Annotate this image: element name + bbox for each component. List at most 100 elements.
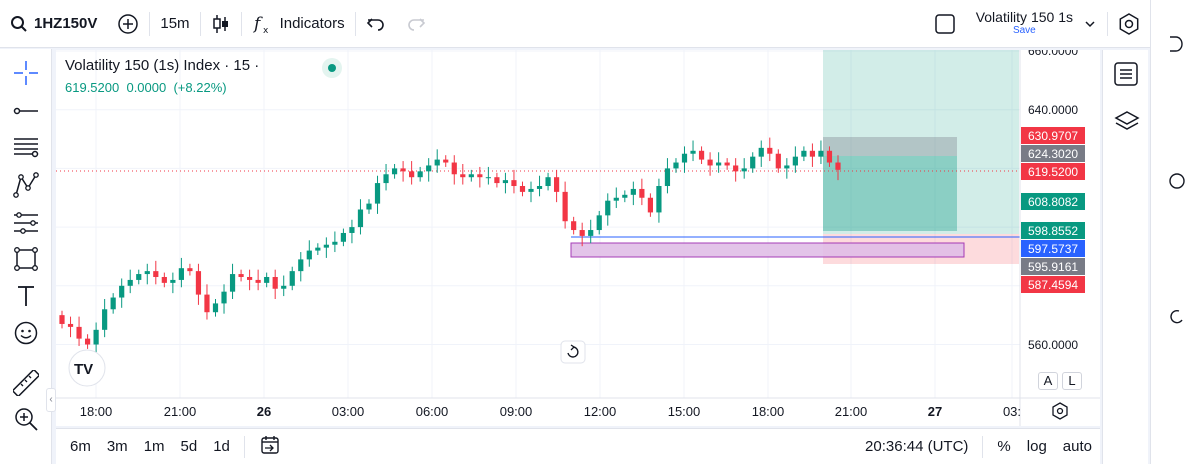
- redo-icon: [407, 17, 425, 31]
- system-side-strip: [1150, 0, 1200, 464]
- candle-body: [161, 276, 167, 283]
- auto-scale-button[interactable]: A: [1038, 372, 1058, 390]
- fullscreen-button[interactable]: [924, 0, 966, 48]
- ruler-icon: [13, 370, 39, 396]
- range-1d[interactable]: 1d: [213, 438, 230, 455]
- market-status-dot[interactable]: [322, 58, 342, 78]
- crosshair-tool[interactable]: [12, 59, 40, 87]
- svg-text:f: f: [252, 14, 263, 34]
- candle-body: [528, 188, 534, 192]
- redo-button[interactable]: [396, 0, 436, 48]
- candle-body: [818, 150, 824, 157]
- chart-type-button[interactable]: [201, 0, 241, 48]
- trend-line-tool[interactable]: [12, 97, 40, 125]
- goto-date-button[interactable]: [251, 435, 289, 459]
- log-scale-button[interactable]: L: [1062, 372, 1082, 390]
- candle-body: [110, 297, 116, 310]
- price-label: 597.5737: [1028, 242, 1078, 256]
- candle-body: [716, 162, 722, 166]
- drawing-toolbar: [0, 49, 52, 464]
- fib-lines-icon: [14, 138, 39, 158]
- candle-body: [400, 168, 406, 172]
- reset-chart-button[interactable]: [560, 340, 586, 364]
- object-tree-button[interactable]: [1114, 110, 1140, 139]
- pattern-tool[interactable]: [12, 171, 40, 199]
- candle-body: [306, 250, 312, 260]
- range-5d[interactable]: 5d: [180, 438, 198, 455]
- toolbar-divider: [354, 11, 356, 36]
- log-scale-toggle[interactable]: log: [1026, 438, 1047, 455]
- price-label: 619.5200: [1028, 165, 1078, 179]
- rotate-icon: [567, 346, 579, 358]
- time-label: 15:00: [668, 404, 701, 419]
- collapse-toolbar-button[interactable]: ‹: [46, 388, 56, 412]
- long-position-profit-zone[interactable]: [823, 50, 1019, 234]
- symbol-search-button[interactable]: 1HZ150V: [0, 0, 107, 48]
- circle-icon[interactable]: [1168, 172, 1186, 190]
- candle-body: [417, 171, 423, 178]
- candle-body: [562, 191, 568, 222]
- undo-icon: [366, 17, 384, 31]
- range-1m[interactable]: 1m: [143, 438, 165, 455]
- price-label: 624.3020: [1028, 147, 1078, 161]
- time-axis-settings-button[interactable]: [1052, 402, 1068, 420]
- candle-body: [383, 174, 389, 184]
- bracket-icon[interactable]: [1168, 35, 1184, 53]
- candle-body: [792, 156, 798, 166]
- svg-text:TV: TV: [74, 361, 93, 378]
- compare-symbol-button[interactable]: [107, 0, 149, 48]
- range-6m[interactable]: 6m: [70, 438, 91, 455]
- line-icon: [13, 107, 38, 115]
- candle-body: [477, 174, 483, 178]
- candle-body: [434, 159, 440, 166]
- undo-button[interactable]: [356, 0, 396, 48]
- shape-tool[interactable]: [12, 245, 40, 273]
- percent-scale-toggle[interactable]: %: [997, 438, 1011, 455]
- candle-body: [332, 241, 338, 245]
- tradingview-logo: TV: [68, 349, 106, 387]
- layout-menu-button[interactable]: Volatility 150 1s Save: [966, 0, 1107, 48]
- candle-body: [247, 276, 253, 280]
- settings-button[interactable]: [1108, 0, 1150, 48]
- crosshair-icon: [14, 61, 38, 85]
- text-tool[interactable]: [12, 282, 40, 310]
- auto-scale-toggle[interactable]: auto: [1062, 438, 1092, 455]
- candle-body: [784, 165, 790, 169]
- prediction-tool[interactable]: [12, 209, 40, 237]
- candle-body: [622, 194, 628, 198]
- time-label: 03:: [1003, 404, 1021, 419]
- watchlist-button[interactable]: [1114, 62, 1138, 91]
- position-range-grey[interactable]: [823, 137, 957, 156]
- candle-body: [826, 150, 833, 163]
- chevron-down-icon: [1085, 21, 1095, 28]
- legend-title[interactable]: Volatility 150 (1s) Index · 15 ·: [65, 57, 260, 74]
- candlestick-series: [59, 137, 841, 355]
- list-icon: [1114, 62, 1138, 86]
- fib-tool[interactable]: [12, 133, 40, 161]
- back-curve-icon[interactable]: [1168, 308, 1186, 326]
- time-label: 27: [928, 404, 942, 419]
- legend-change-pct: (+8.22%): [173, 80, 227, 95]
- time-label: 09:00: [500, 404, 533, 419]
- candle-body: [502, 180, 509, 184]
- add-circle-icon: [118, 13, 139, 34]
- purple-zone-rectangle[interactable]: [570, 242, 965, 258]
- timezone-clock[interactable]: 20:36:44 (UTC): [865, 438, 969, 455]
- position-range-green[interactable]: [823, 156, 957, 231]
- price-chart[interactable]: 660.0000 640.0000 560.0000 630.9707 624.3…: [56, 44, 1100, 426]
- time-label: 18:00: [752, 404, 785, 419]
- range-3m[interactable]: 3m: [106, 438, 128, 455]
- measure-tool[interactable]: [12, 369, 40, 397]
- zoom-tool[interactable]: [12, 405, 40, 433]
- candle-body: [724, 162, 730, 166]
- symbol-label: 1HZ150V: [34, 15, 98, 32]
- interval-button[interactable]: 15m: [160, 15, 190, 32]
- chart-pane[interactable]: 660.0000 640.0000 560.0000 630.9707 624.3…: [56, 44, 1100, 426]
- candle-body: [153, 271, 159, 277]
- emoji-tool[interactable]: [12, 319, 40, 347]
- time-label: 12:00: [584, 404, 617, 419]
- candle-body: [84, 338, 91, 345]
- svg-text:x: x: [263, 26, 269, 35]
